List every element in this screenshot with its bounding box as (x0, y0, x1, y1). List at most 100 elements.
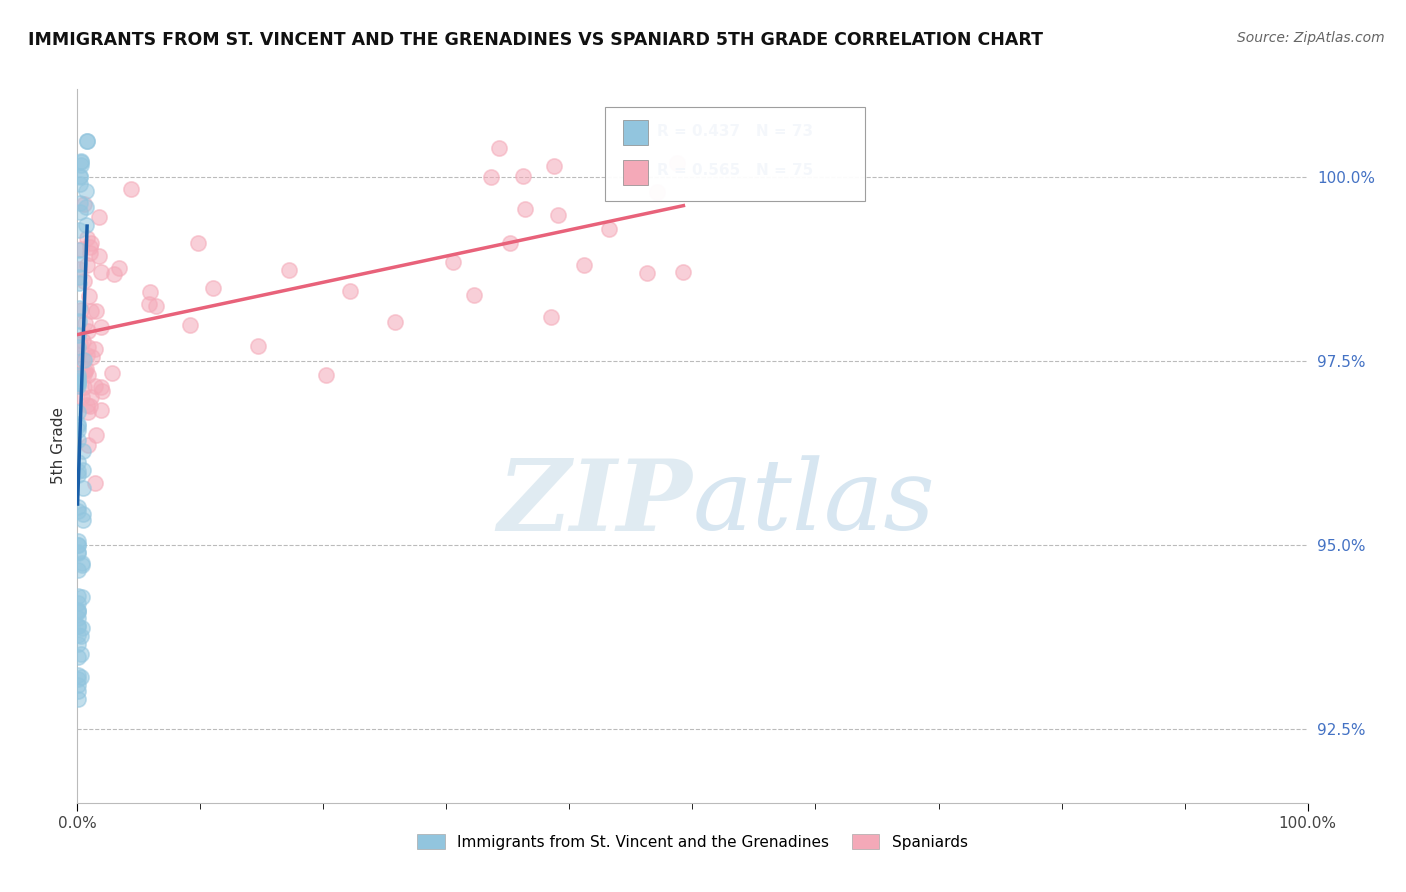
Point (70, 352, 93, 367)
Point (73, 380, 96, 394)
Point (138, 297, 160, 311)
Point (66, 534, 89, 549)
Point (202, 281, 225, 295)
Point (70, 590, 93, 604)
Point (66, 619, 89, 633)
Point (69, 337, 91, 351)
Point (66, 650, 89, 665)
Point (70, 390, 93, 404)
Point (179, 318, 201, 332)
Text: IMMIGRANTS FROM ST. VINCENT AND THE GRENADINES VS SPANIARD 5TH GRADE CORRELATION: IMMIGRANTS FROM ST. VINCENT AND THE GREN… (28, 31, 1043, 49)
Point (67, 374, 90, 388)
Point (666, 156, 689, 170)
Point (66, 603, 89, 617)
Point (66, 455, 89, 469)
Point (463, 288, 485, 302)
Point (70, 242, 93, 256)
Point (66, 538, 89, 552)
Point (72, 513, 94, 527)
Point (72, 334, 94, 348)
Point (75, 185, 97, 199)
Point (69, 154, 91, 169)
Point (572, 258, 595, 272)
Point (80, 235, 103, 250)
Point (139, 285, 162, 299)
Text: R = 0.437   N = 73: R = 0.437 N = 73 (657, 124, 813, 138)
Point (79, 400, 101, 414)
Point (66, 589, 89, 603)
Point (66, 545, 89, 559)
Point (66, 545, 89, 559)
Point (73, 353, 96, 368)
Point (512, 169, 534, 183)
Point (79, 246, 101, 260)
Text: ZIP: ZIP (498, 455, 693, 551)
Point (84, 427, 107, 442)
Point (66, 678, 89, 692)
Point (66, 464, 89, 478)
Point (84, 304, 107, 318)
Point (67, 301, 90, 315)
Point (66, 691, 89, 706)
Point (66, 604, 89, 618)
Point (277, 263, 299, 277)
Point (70, 670, 93, 684)
Point (90, 320, 112, 334)
Point (66, 468, 89, 483)
Point (67, 379, 90, 393)
Point (67, 223, 90, 237)
Point (101, 366, 124, 380)
Point (103, 267, 125, 281)
Point (72, 481, 94, 495)
Point (66, 668, 89, 682)
Point (90, 265, 112, 279)
Point (76, 259, 98, 273)
Point (72, 463, 94, 477)
Point (540, 310, 562, 325)
Point (547, 208, 569, 222)
Point (75, 364, 97, 378)
Point (66, 538, 89, 552)
Point (83, 379, 105, 393)
Point (82, 350, 104, 364)
Point (67, 262, 90, 277)
Point (120, 182, 142, 196)
Point (69, 169, 91, 183)
Point (70, 629, 93, 643)
Point (67, 423, 90, 437)
Point (636, 267, 658, 281)
Point (66, 611, 89, 625)
Point (72, 197, 94, 211)
Point (87, 211, 110, 225)
Point (67, 376, 90, 390)
Point (66, 500, 89, 514)
Point (66, 504, 89, 518)
Point (73, 316, 96, 330)
Point (75, 218, 97, 232)
Point (598, 222, 620, 236)
Point (339, 284, 361, 298)
Point (79, 289, 101, 303)
Point (66, 595, 89, 609)
Point (645, 185, 668, 199)
Text: R = 0.565   N = 75: R = 0.565 N = 75 (657, 163, 813, 178)
Point (76, 348, 98, 362)
Point (315, 368, 337, 382)
Point (76, 324, 98, 338)
Point (72, 444, 94, 458)
Point (89, 248, 111, 262)
Point (76, 438, 98, 452)
Point (66, 563, 89, 577)
Point (73, 274, 96, 288)
Point (66, 433, 89, 447)
Point (70, 556, 93, 570)
Point (79, 240, 101, 254)
Point (187, 236, 209, 251)
Point (73, 367, 96, 381)
Point (479, 169, 502, 184)
Point (75, 200, 97, 214)
Point (75, 361, 97, 376)
Point (70, 647, 93, 661)
Legend: Immigrants from St. Vincent and the Grenadines, Spaniards: Immigrants from St. Vincent and the Gren… (411, 828, 974, 855)
Point (66, 619, 89, 633)
